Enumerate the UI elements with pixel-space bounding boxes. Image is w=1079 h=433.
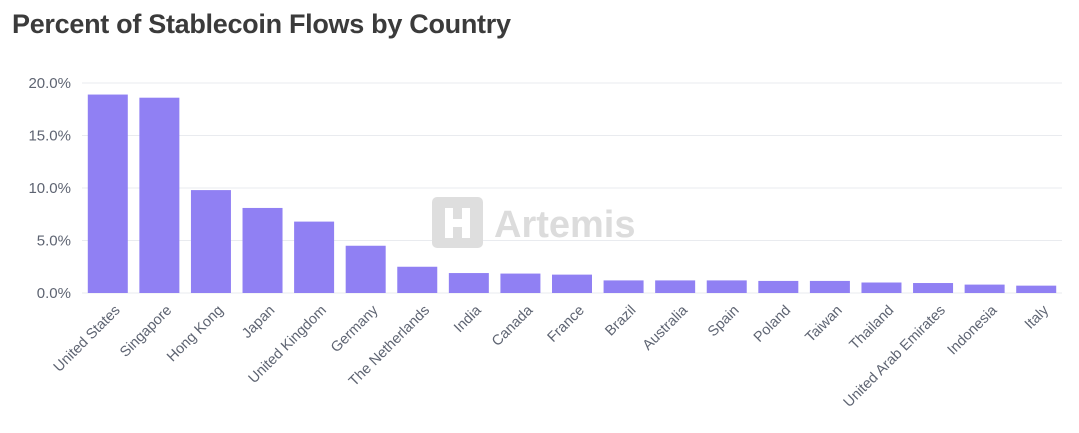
watermark-text: Artemis (494, 204, 636, 246)
bar (448, 273, 489, 293)
bar (706, 280, 747, 293)
x-tick-label: Indonesia (945, 302, 1001, 358)
artemis-logo-icon (432, 197, 483, 248)
x-tick-label: Japan (239, 303, 278, 342)
y-tick-label: 5.0% (37, 233, 71, 250)
watermark: Artemis (432, 197, 636, 248)
bar (500, 273, 541, 293)
y-tick-label: 20.0% (28, 75, 71, 92)
x-tick-label: India (451, 302, 485, 336)
bar (345, 245, 386, 293)
bar (1016, 285, 1057, 293)
x-tick-label: Hong Kong (164, 303, 227, 366)
x-tick-label: United Arab Emirates (841, 303, 949, 411)
x-tick-label: Spain (705, 303, 743, 341)
x-tick-label: Poland (751, 303, 794, 346)
bar (913, 283, 954, 293)
x-tick-label: Brazil (602, 303, 639, 340)
y-tick-label: 0.0% (37, 285, 71, 302)
x-tick-label: France (545, 303, 588, 346)
bar (861, 282, 902, 293)
y-tick-label: 10.0% (28, 180, 71, 197)
bar (242, 207, 283, 293)
bar (87, 94, 128, 293)
bar (139, 97, 180, 293)
bars (87, 94, 1057, 293)
bar (603, 280, 644, 293)
bar (397, 266, 438, 293)
bar (552, 274, 592, 293)
x-tick-label: United States (51, 303, 124, 376)
bar (964, 284, 1005, 293)
bar (655, 280, 696, 293)
bar (758, 280, 799, 293)
bar (809, 280, 850, 293)
bar (190, 190, 231, 293)
bar (294, 221, 335, 293)
chart-title: Percent of Stablecoin Flows by Country (12, 9, 511, 39)
x-tick-label: Canada (489, 302, 537, 350)
x-tick-label: Australia (640, 302, 692, 354)
x-tick-label: Italy (1022, 302, 1053, 333)
x-tick-label: Germany (328, 302, 382, 356)
y-axis: 0.0% 5.0% 10.0% 15.0% 20.0% (28, 75, 71, 302)
y-tick-label: 15.0% (28, 128, 71, 145)
x-tick-label: Taiwan (802, 303, 845, 346)
x-tick-label: Thailand (847, 303, 898, 354)
